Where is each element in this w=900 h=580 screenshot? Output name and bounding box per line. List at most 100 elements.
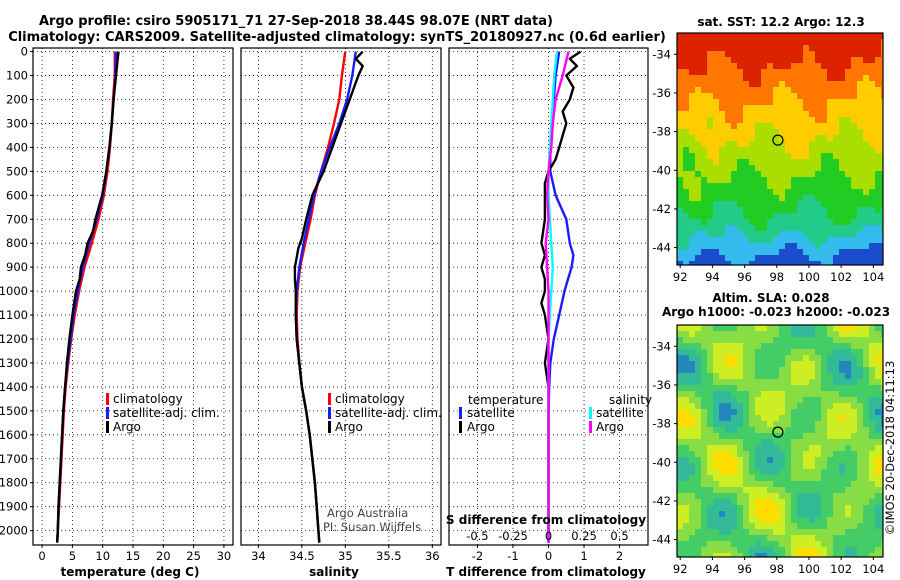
map-cell [731,409,738,416]
map-cell [857,511,864,518]
map-cell [683,135,690,142]
map-cell [773,493,780,500]
map-cell [845,63,852,70]
map-cell [839,213,846,220]
map-cell [833,469,840,476]
map-cell [677,541,684,548]
map-cell [743,99,750,106]
map-cell [797,183,804,190]
map-cell [713,343,720,350]
map-cell [797,475,804,482]
map-cell [767,547,774,554]
legend-swatch-argo [328,421,331,433]
map-cell [863,195,870,202]
map-cell [833,355,840,362]
map-cell [737,475,744,482]
map-cell [875,153,882,160]
map-cell [701,117,708,124]
map-cell [863,547,870,554]
map-cell [851,385,858,392]
map-cell [815,51,822,58]
map-cell [857,177,864,184]
map-cell [719,75,726,82]
map-cell [767,415,774,422]
map-cell [845,261,852,265]
map-cell [707,153,714,160]
map-cell [683,367,690,374]
map-cell [683,147,690,154]
map-cell [839,445,846,452]
map-cell [827,153,834,160]
map-cell [731,457,738,464]
map-cell [677,75,684,82]
map-cell [809,207,816,214]
map-cell [731,481,738,488]
map-cell [881,123,883,130]
map-cell [695,129,702,136]
map-cell [761,355,768,362]
map-cell [755,123,762,130]
map-cell [749,337,756,344]
map-cell [761,243,768,250]
map-cell [863,255,870,262]
map-cell [839,511,846,518]
map-cell [881,45,883,52]
map-cell [869,93,876,100]
map-cell [677,391,684,398]
map-cell [791,201,798,208]
map-cell [875,433,882,440]
map-cell [725,427,732,434]
map-cell [677,195,684,202]
map-cell [761,33,768,40]
map-cell [863,243,870,250]
map-y-tick-label: -36 [652,378,671,392]
legend-swatch-argo [106,421,109,433]
map-cell [815,111,822,118]
map-cell [725,69,732,76]
map-cell [713,469,720,476]
map-cell [761,409,768,416]
map-cell [731,63,738,70]
map-cell [839,123,846,130]
map-cell [689,427,696,434]
map-cell [785,171,792,178]
map-cell [839,111,846,118]
map-cell [791,403,798,410]
map-cell [701,213,708,220]
map-cell [719,237,726,244]
map-cell [863,237,870,244]
map-cell [809,385,816,392]
map-cell [689,249,696,256]
map-cell [815,123,822,130]
map-cell [857,237,864,244]
map-cell [725,433,732,440]
map-cell [857,135,864,142]
map-cell [731,361,738,368]
map-cell [737,547,744,554]
map-cell [713,523,720,530]
map-cell [785,421,792,428]
map-cell [833,183,840,190]
map-cell [779,403,786,410]
x-tick-label: 5 [69,549,76,563]
map-cell [683,237,690,244]
map-cell [707,81,714,88]
map-cell [857,123,864,130]
map-cell [761,499,768,506]
map-cell [761,69,768,76]
map-cell [707,361,714,368]
map-cell [773,445,780,452]
map-cell [749,433,756,440]
map-cell [677,111,684,118]
map-cell [749,123,756,130]
legend-climatology: climatology [335,392,405,406]
map-cell [677,87,684,94]
map-cell [749,117,756,124]
map-cell [845,201,852,208]
map-cell [809,541,816,548]
map-cell [677,493,684,500]
map-cell [881,547,883,554]
map-cell [881,63,883,70]
map-cell [803,189,810,196]
map-cell [683,207,690,214]
